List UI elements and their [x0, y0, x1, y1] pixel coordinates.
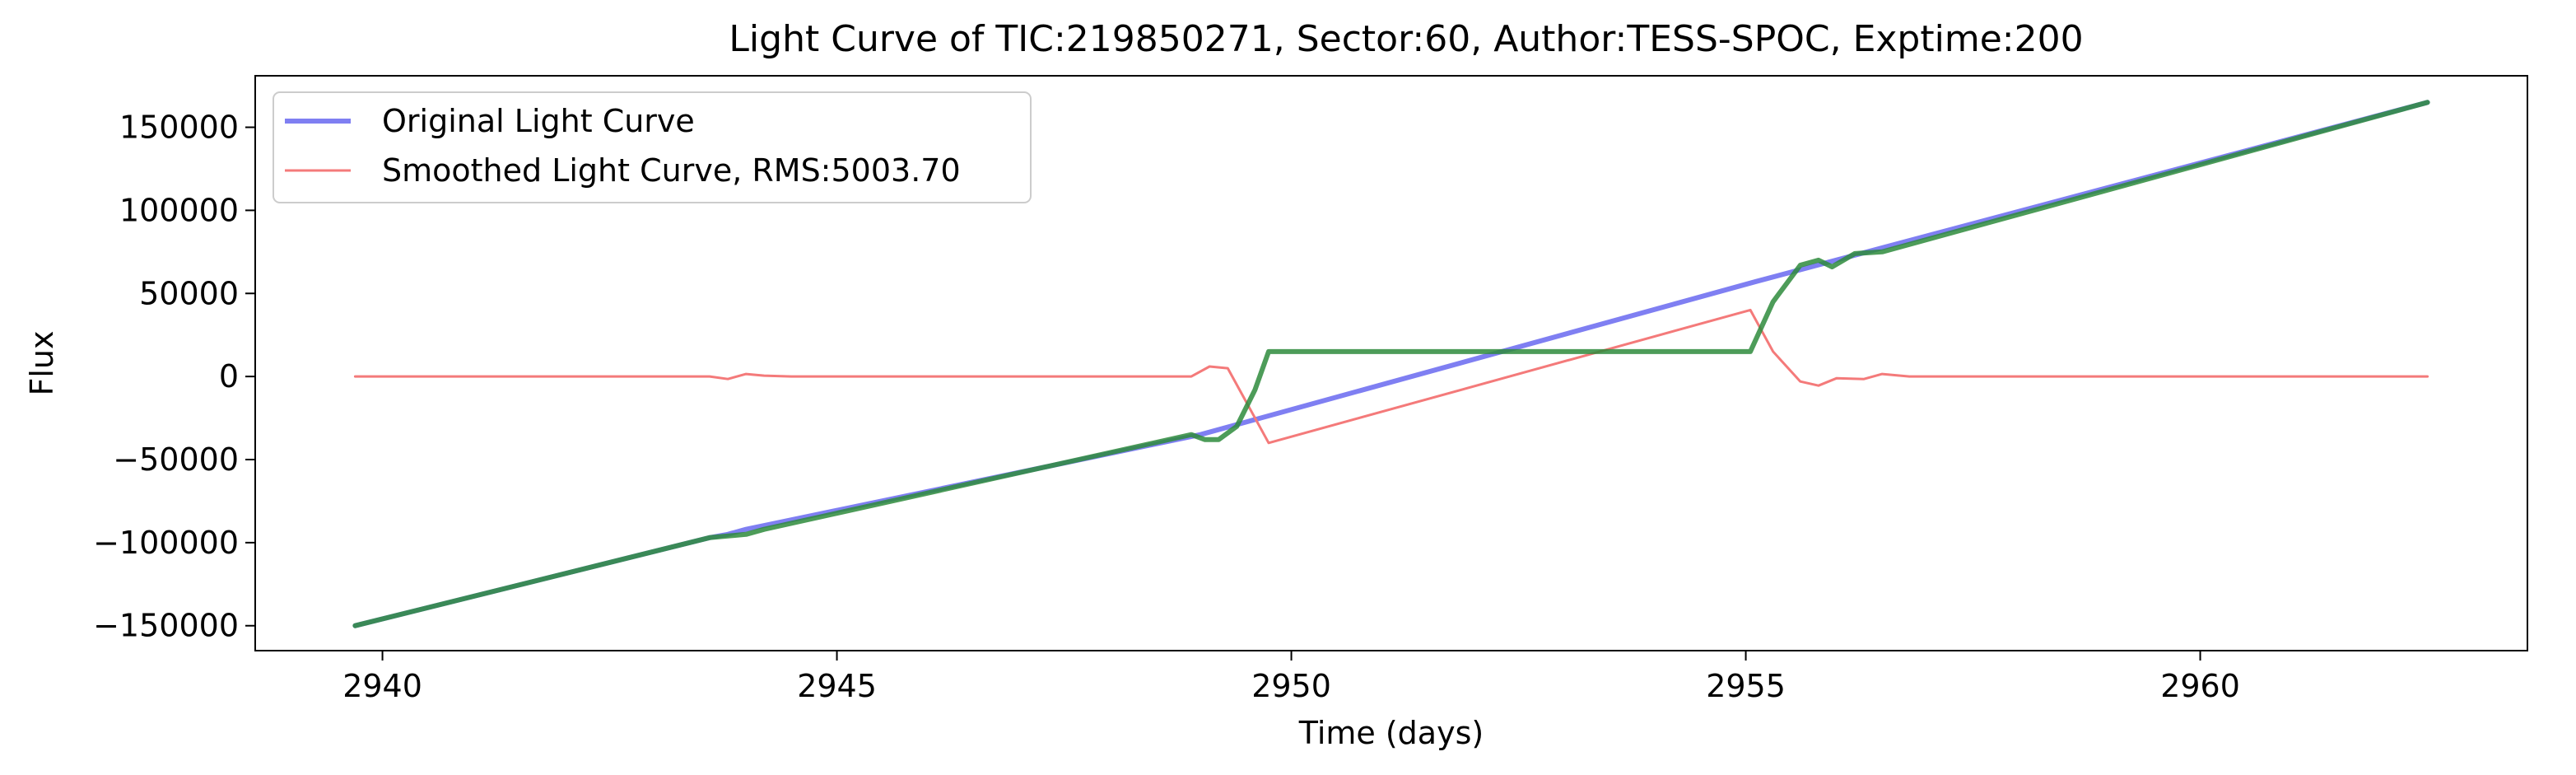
x-axis-ticks: 2940 2945 2950 2955 2960 — [342, 651, 2240, 704]
y-axis-ticks: −150000 −100000 −50000 0 50000 100000 150000 — [93, 110, 255, 644]
x-tick-label: 2950 — [1251, 668, 1331, 704]
x-tick-label: 2960 — [2160, 668, 2240, 704]
series-line-2 — [352, 100, 2430, 628]
x-tick-label: 2955 — [1706, 668, 1786, 704]
x-tick-label: 2940 — [342, 668, 422, 704]
y-axis-label: Flux — [24, 331, 60, 396]
y-tick-label: −100000 — [93, 525, 239, 561]
series-layer — [352, 100, 2430, 628]
y-tick-label: 100000 — [119, 192, 239, 228]
y-tick-label: 150000 — [119, 110, 239, 146]
y-tick-label: 0 — [219, 358, 239, 395]
legend-label-original: Original Light Curve — [382, 103, 695, 139]
plot-frame — [254, 75, 2528, 651]
chart-title: Light Curve of TIC:219850271, Sector:60,… — [729, 18, 2083, 60]
legend-label-smoothed: Smoothed Light Curve, RMS:5003.70 — [382, 152, 961, 189]
y-tick-label: −150000 — [93, 608, 239, 644]
legend: Original Light Curve Smoothed Light Curv… — [273, 91, 1032, 203]
x-tick-label: 2945 — [797, 668, 877, 704]
x-axis-label: Time (days) — [1298, 715, 1484, 751]
legend-box — [273, 91, 1032, 203]
plot-area — [254, 75, 2528, 651]
y-tick-label: −50000 — [113, 441, 239, 478]
y-tick-label: 50000 — [139, 275, 239, 311]
series-line-1 — [353, 308, 2429, 445]
